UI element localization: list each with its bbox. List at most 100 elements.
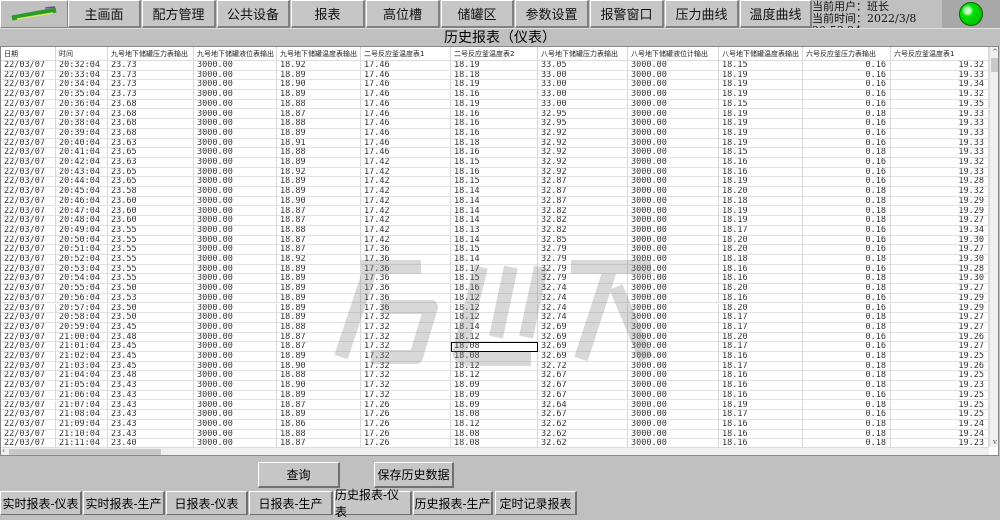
table-cell[interactable]: 22/03/07	[1, 284, 56, 294]
table-cell[interactable]: 18.08	[451, 429, 538, 440]
table-cell[interactable]: 23.73	[108, 61, 194, 71]
table-cell[interactable]: 17.36	[361, 293, 451, 304]
table-cell[interactable]: 0.18	[803, 381, 891, 391]
table-cell[interactable]: 18.17	[719, 361, 803, 372]
table-cell[interactable]: 20:50:04	[56, 235, 108, 246]
table-cell[interactable]: 22/03/07	[1, 206, 56, 217]
table-cell[interactable]: 18.89	[277, 284, 361, 294]
table-cell[interactable]: 17.26	[361, 400, 451, 411]
table-cell[interactable]: 3000.00	[628, 235, 719, 246]
table-cell[interactable]: 32.67	[538, 390, 628, 401]
table-cell[interactable]: 20:40:04	[56, 138, 108, 149]
table-cell[interactable]: 23.43	[108, 419, 194, 430]
table-cell[interactable]: 3000.00	[194, 109, 277, 120]
table-cell[interactable]: 23.55	[108, 235, 194, 246]
table-cell[interactable]: 32.69	[538, 332, 628, 343]
table-cell[interactable]: 19.32	[891, 90, 989, 100]
table-cell[interactable]: 18.16	[719, 390, 803, 401]
table-cell[interactable]: 23.68	[108, 128, 194, 139]
table-cell[interactable]: 20:45:04	[56, 187, 108, 197]
table-cell[interactable]: 19.29	[891, 293, 989, 304]
table-cell[interactable]: 21:07:04	[56, 400, 108, 411]
table-cell[interactable]: 3000.00	[194, 235, 277, 246]
table-cell[interactable]: 3000.00	[628, 284, 719, 294]
table-cell[interactable]: 18.16	[451, 128, 538, 139]
table-cell[interactable]: 23.43	[108, 410, 194, 420]
table-cell[interactable]: 20:57:04	[56, 303, 108, 314]
table-cell[interactable]: 3000.00	[194, 342, 277, 352]
table-cell[interactable]: 22/03/07	[1, 264, 56, 275]
table-cell[interactable]: 3000.00	[628, 361, 719, 372]
table-cell[interactable]: 18.17	[719, 342, 803, 352]
table-cell[interactable]: 3000.00	[194, 90, 277, 100]
table-cell[interactable]: 19.30	[891, 235, 989, 246]
table-cell[interactable]: 33.00	[538, 80, 628, 91]
table-cell[interactable]: 18.15	[451, 177, 538, 188]
table-cell[interactable]: 23.50	[108, 284, 194, 294]
table-cell[interactable]: 3000.00	[628, 293, 719, 304]
table-cell[interactable]: 3000.00	[194, 429, 277, 440]
table-cell[interactable]: 18.19	[451, 99, 538, 110]
table-cell[interactable]: 22/03/07	[1, 245, 56, 255]
table-cell[interactable]: 32.85	[538, 235, 628, 246]
table-cell[interactable]: 19.34	[891, 225, 989, 236]
table-cell[interactable]: 22/03/07	[1, 196, 56, 207]
table-cell[interactable]: 18.19	[719, 119, 803, 129]
table-cell[interactable]: 20:49:04	[56, 225, 108, 236]
table-cell[interactable]: 22/03/07	[1, 390, 56, 401]
table-cell[interactable]: 22/03/07	[1, 61, 56, 71]
table-cell[interactable]: 3000.00	[628, 429, 719, 440]
table-cell[interactable]: 19.29	[891, 206, 989, 217]
table-cell[interactable]: 23.43	[108, 429, 194, 440]
table-cell[interactable]: 23.53	[108, 293, 194, 304]
table-cell[interactable]: 3000.00	[628, 119, 719, 129]
table-cell[interactable]: 32.92	[538, 167, 628, 178]
table-cell[interactable]: 20:37:04	[56, 109, 108, 120]
table-cell[interactable]: 3000.00	[628, 245, 719, 255]
table-cell[interactable]: 17.46	[361, 61, 451, 71]
table-cell[interactable]: 17.32	[361, 322, 451, 333]
table-cell[interactable]: 23.55	[108, 264, 194, 275]
table-cell[interactable]: 22/03/07	[1, 410, 56, 420]
table-cell[interactable]: 18.20	[719, 284, 803, 294]
table-cell[interactable]: 20:51:04	[56, 245, 108, 255]
table-cell[interactable]: 17.36	[361, 264, 451, 275]
vertical-scroll-thumb[interactable]	[991, 58, 998, 72]
table-cell[interactable]: 19.27	[891, 216, 989, 226]
table-cell[interactable]: 17.32	[361, 381, 451, 391]
table-cell[interactable]: 0.16	[803, 167, 891, 178]
table-cell[interactable]: 18.17	[719, 410, 803, 420]
table-cell[interactable]: 3000.00	[628, 400, 719, 411]
table-cell[interactable]: 23.73	[108, 90, 194, 100]
table-cell[interactable]: 20:55:04	[56, 284, 108, 294]
table-cell[interactable]: 3000.00	[628, 80, 719, 91]
table-cell[interactable]: 19.23	[891, 381, 989, 391]
table-cell[interactable]: 20:59:04	[56, 322, 108, 333]
table-cell[interactable]: 22/03/07	[1, 70, 56, 81]
tab-1[interactable]: 实时报表-生产	[83, 491, 165, 515]
table-cell[interactable]: 18.88	[277, 322, 361, 333]
table-cell[interactable]: 18.19	[451, 80, 538, 91]
table-cell[interactable]: 19.25	[891, 390, 989, 401]
table-cell[interactable]: 18.16	[451, 119, 538, 129]
table-cell[interactable]: 18.16	[451, 167, 538, 178]
table-cell[interactable]: 21:06:04	[56, 390, 108, 401]
table-cell[interactable]: 3000.00	[194, 313, 277, 323]
table-cell[interactable]: 32.82	[538, 216, 628, 226]
table-cell[interactable]: 19.25	[891, 352, 989, 362]
table-cell[interactable]: 17.46	[361, 119, 451, 129]
column-header[interactable]: 八号地下储罐液位计输出	[628, 47, 719, 61]
table-cell[interactable]: 0.16	[803, 138, 891, 149]
table-cell[interactable]: 19.29	[891, 303, 989, 314]
table-cell[interactable]: 18.14	[451, 206, 538, 217]
table-cell[interactable]: 17.32	[361, 352, 451, 362]
table-cell[interactable]: 18.16	[719, 371, 803, 382]
table-cell[interactable]: 3000.00	[628, 322, 719, 333]
table-cell[interactable]: 32.62	[538, 429, 628, 440]
table-cell[interactable]: 23.60	[108, 206, 194, 217]
horizontal-scroll-thumb[interactable]	[9, 449, 161, 455]
table-cell[interactable]: 32.79	[538, 264, 628, 275]
table-cell[interactable]: 17.46	[361, 70, 451, 81]
table-cell[interactable]: 18.16	[719, 274, 803, 285]
table-cell[interactable]: 18.19	[719, 90, 803, 100]
